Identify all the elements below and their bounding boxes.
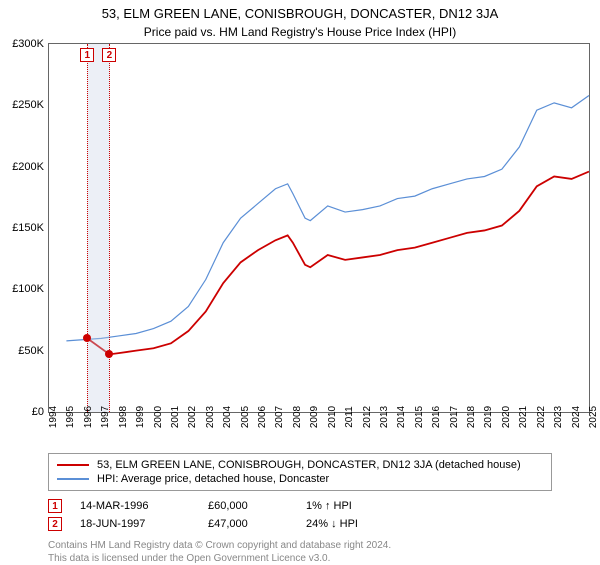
tx-date: 18-JUN-1997: [80, 518, 190, 530]
chart-title: 53, ELM GREEN LANE, CONISBROUGH, DONCAST…: [0, 0, 600, 21]
x-axis: 1994199519961997199819992000200120022003…: [48, 413, 590, 447]
y-axis: £0£50K£100K£150K£200K£250K£300K: [0, 44, 46, 414]
attribution-line: This data is licensed under the Open Gov…: [48, 552, 552, 565]
table-row: 2 18-JUN-1997 £47,000 24% ↓ HPI: [48, 515, 552, 533]
attribution: Contains HM Land Registry data © Crown c…: [48, 539, 552, 565]
legend-item: HPI: Average price, detached house, Donc…: [57, 472, 543, 486]
tx-price: £47,000: [208, 518, 288, 530]
chart-lines: [49, 44, 589, 412]
badge-icon: 2: [48, 517, 62, 531]
legend-label: HPI: Average price, detached house, Donc…: [97, 473, 329, 485]
legend-swatch: [57, 464, 89, 466]
legend-item: 53, ELM GREEN LANE, CONISBROUGH, DONCAST…: [57, 458, 543, 472]
chart-subtitle: Price paid vs. HM Land Registry's House …: [0, 21, 600, 43]
legend-label: 53, ELM GREEN LANE, CONISBROUGH, DONCAST…: [97, 459, 521, 471]
tx-price: £60,000: [208, 500, 288, 512]
legend: 53, ELM GREEN LANE, CONISBROUGH, DONCAST…: [48, 453, 552, 491]
attribution-line: Contains HM Land Registry data © Crown c…: [48, 539, 552, 552]
plot-area: 12: [48, 43, 590, 413]
badge-icon: 1: [48, 499, 62, 513]
legend-swatch: [57, 478, 89, 480]
table-row: 1 14-MAR-1996 £60,000 1% ↑ HPI: [48, 497, 552, 515]
chart-container: 53, ELM GREEN LANE, CONISBROUGH, DONCAST…: [0, 0, 600, 565]
tx-hpi-change: 24% ↓ HPI: [306, 518, 416, 530]
tx-date: 14-MAR-1996: [80, 500, 190, 512]
tx-hpi-change: 1% ↑ HPI: [306, 500, 416, 512]
transactions-table: 1 14-MAR-1996 £60,000 1% ↑ HPI 2 18-JUN-…: [48, 497, 552, 533]
